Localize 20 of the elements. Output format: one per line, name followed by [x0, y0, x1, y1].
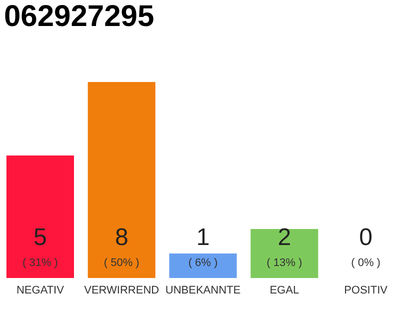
x-tick-label: UNBEKANNTE [165, 284, 241, 296]
x-tick-label: NEGATIV [16, 284, 65, 296]
bar [169, 254, 237, 278]
annotation: ( 6% ) [188, 257, 218, 269]
bar [88, 82, 156, 278]
data-label: 8 [114, 224, 128, 251]
data-label: 2 [278, 224, 292, 251]
chart-title: 062927295 [4, 0, 154, 33]
x-tick-label: EGAL [270, 284, 300, 296]
annotation: ( 13% ) [266, 257, 302, 269]
annotation: ( 50% ) [104, 257, 140, 269]
data-label: 5 [34, 224, 47, 251]
annotation: ( 0% ) [351, 257, 380, 269]
data-label: 1 [196, 224, 210, 251]
x-tick-label: POSITIV [344, 284, 388, 296]
bar [6, 156, 74, 278]
x-tick-label: VERWIRREND [84, 284, 160, 296]
bar [250, 229, 318, 278]
data-label: 0 [359, 224, 372, 251]
annotation: ( 31% ) [22, 257, 58, 269]
